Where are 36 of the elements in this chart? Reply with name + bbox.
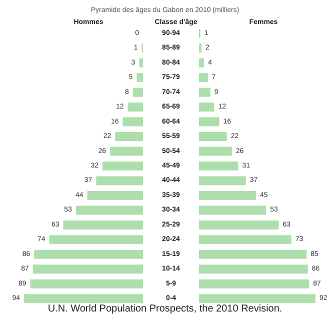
bar: [199, 235, 292, 244]
bar: [199, 279, 310, 288]
annotation: U.N. World Population Prospects, the 2010 Revision.: [48, 304, 282, 314]
bar: [199, 162, 238, 170]
bar: [96, 176, 143, 186]
bar: [87, 190, 143, 200]
bar: [128, 102, 143, 112]
bar: [136, 73, 143, 82]
bar: [199, 250, 307, 259]
bar: [199, 58, 204, 68]
bar: [199, 264, 308, 274]
bar: [115, 132, 143, 142]
bar: [132, 88, 143, 97]
bar: [199, 73, 208, 82]
bar: [199, 190, 256, 200]
bar: [49, 235, 143, 244]
bar: [199, 146, 232, 156]
bar: [63, 220, 143, 230]
bar: [102, 162, 143, 170]
bar: [199, 117, 220, 126]
bar: [199, 132, 227, 142]
bar: [122, 117, 143, 126]
bar: [199, 220, 279, 230]
bar: [110, 146, 143, 156]
bar: [199, 206, 266, 215]
bar: [199, 102, 214, 112]
bar: [24, 294, 143, 304]
bar: [199, 44, 202, 53]
bar: [199, 176, 246, 186]
bar: [76, 206, 143, 215]
bar: [199, 88, 210, 97]
bar: [32, 264, 143, 274]
bar: [30, 279, 143, 288]
bar: [139, 58, 143, 68]
bar: [34, 250, 143, 259]
bar: [199, 294, 316, 304]
